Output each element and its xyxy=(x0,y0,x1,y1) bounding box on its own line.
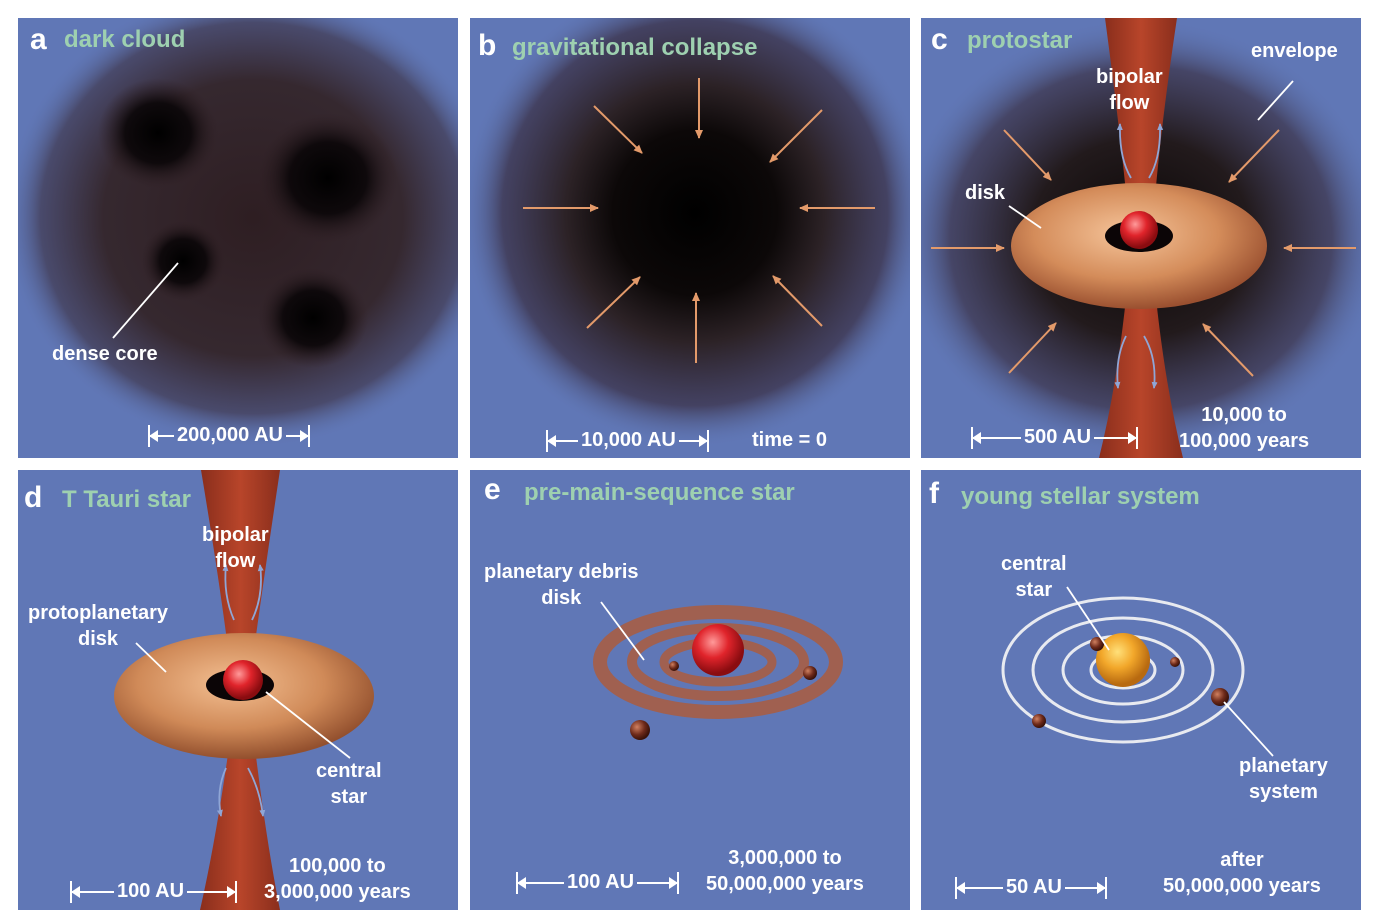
scale-label: 500 AU xyxy=(1024,426,1092,448)
system-line2: system xyxy=(1249,781,1318,803)
debris-line2: disk xyxy=(541,587,582,609)
scale-bar: 10,000 AU xyxy=(546,429,709,452)
scale-label: 50 AU xyxy=(1006,876,1062,898)
bipolar-flow-line1: bipolar xyxy=(1096,66,1163,88)
young-stellar-system-illustration xyxy=(1001,586,1274,757)
bipolar-flow-line1: bipolar xyxy=(202,524,269,546)
disk-line1: protoplanetary xyxy=(28,602,169,624)
dense-core-2 xyxy=(258,113,398,243)
bipolar-flow-top xyxy=(201,470,280,665)
star-line1: central xyxy=(1001,553,1067,575)
dense-core-1 xyxy=(98,78,218,188)
scale-bar: 50 AU xyxy=(955,876,1107,899)
star-line1: central xyxy=(316,760,382,782)
dense-core-4 xyxy=(258,268,368,368)
panel-title: T Tauri star xyxy=(62,486,191,513)
system-line1: planetary xyxy=(1239,755,1328,777)
planet xyxy=(669,661,679,671)
t-tauri-illustration xyxy=(114,470,374,910)
planet xyxy=(1211,688,1229,706)
dark-cloud-illustration xyxy=(18,18,458,448)
central-star-label: central star xyxy=(316,758,382,810)
panel-title: young stellar system xyxy=(961,483,1200,510)
bipolar-flow-label: bipolar flow xyxy=(202,522,269,574)
age-line2: 50,000,000 years xyxy=(706,873,864,895)
panel-a-dark-cloud: a dark cloud dense core 200,000 AU xyxy=(18,18,458,458)
planet xyxy=(1090,637,1104,651)
panel-d-t-tauri-star: d T Tauri star bipolar flow protoplaneta… xyxy=(18,470,458,910)
planet xyxy=(1170,657,1180,667)
disk-label: disk xyxy=(965,182,1006,204)
panel-letter: d xyxy=(24,481,43,514)
envelope-label: envelope xyxy=(1251,40,1338,62)
dense-core-label: dense core xyxy=(52,343,158,365)
panel-letter: a xyxy=(30,23,47,56)
age-line2: 100,000 years xyxy=(1179,430,1310,452)
age-label: 3,000,000 to 50,000,000 years xyxy=(706,845,864,897)
age-line1: 3,000,000 to xyxy=(728,847,842,869)
collapse-illustration xyxy=(470,18,910,448)
planet xyxy=(803,666,817,680)
disk-line2: disk xyxy=(78,628,119,650)
central-star xyxy=(1096,633,1150,687)
dense-core-3 xyxy=(141,221,225,301)
central-star-label: central star xyxy=(1001,551,1067,603)
bipolar-flow-bottom xyxy=(1099,268,1183,458)
star xyxy=(692,624,744,676)
scale-label: 200,000 AU xyxy=(177,424,283,446)
infall-arrows xyxy=(523,78,875,363)
scale-bar: 200,000 AU xyxy=(148,424,310,447)
age-label: 100,000 to 3,000,000 years xyxy=(264,853,411,905)
age-line1: 100,000 to xyxy=(289,855,386,877)
star-line2: star xyxy=(330,786,368,808)
bipolar-flow-label: bipolar flow xyxy=(1096,64,1163,116)
panel-title: pre-main-sequence star xyxy=(524,479,795,506)
time-label: time = 0 xyxy=(752,429,828,451)
scale-label: 100 AU xyxy=(567,871,635,893)
pre-main-sequence-illustration xyxy=(593,601,843,740)
panel-letter: e xyxy=(484,473,501,506)
bipolar-flow-bottom xyxy=(200,740,280,910)
infall-arrows xyxy=(931,129,1356,377)
bipolar-flow-line2: flow xyxy=(1109,92,1150,114)
panel-title: protostar xyxy=(967,27,1073,54)
panel-f-young-stellar-system: f young stellar system central star plan… xyxy=(921,470,1361,910)
scale-label: 10,000 AU xyxy=(581,429,676,451)
scale-bar: 100 AU xyxy=(70,880,238,903)
age-line1: after xyxy=(1220,849,1264,871)
panel-title: dark cloud xyxy=(64,26,186,53)
planet xyxy=(630,720,650,740)
bipolar-flow-line2: flow xyxy=(215,550,256,572)
scale-bar: 500 AU xyxy=(971,426,1139,449)
panel-letter: f xyxy=(929,477,939,510)
panel-e-pre-main-sequence-star: e pre-main-sequence star planetary debri… xyxy=(470,470,910,910)
panel-title: gravitational collapse xyxy=(512,34,758,61)
age-label: after 50,000,000 years xyxy=(1163,847,1321,899)
age-line2: 50,000,000 years xyxy=(1163,875,1321,897)
debris-line1: planetary debris xyxy=(484,561,639,583)
bipolar-flow-top xyxy=(1105,18,1177,223)
dense-core-pointer xyxy=(112,262,179,339)
protoplanetary-disk-label: protoplanetary disk xyxy=(28,600,168,652)
protostar-illustration xyxy=(921,18,1361,458)
age-line1: 10,000 to xyxy=(1201,404,1287,426)
planetary-system-label: planetary system xyxy=(1239,753,1328,805)
age-label: 10,000 to 100,000 years xyxy=(1179,402,1309,454)
panel-b-gravitational-collapse: b gravitational collapse 10,000 AU time … xyxy=(470,18,910,458)
planetary-debris-disk-label: planetary debris disk xyxy=(484,559,639,611)
panel-letter: c xyxy=(931,23,948,56)
panel-letter: b xyxy=(478,29,497,62)
scale-bar: 100 AU xyxy=(516,871,680,894)
panel-c-protostar: c protostar envelope bipolar flow disk 5… xyxy=(921,18,1361,458)
scale-label: 100 AU xyxy=(117,880,185,902)
protostar xyxy=(1120,211,1158,249)
age-line2: 3,000,000 years xyxy=(264,881,411,903)
star-line2: star xyxy=(1015,579,1053,601)
planet xyxy=(1032,714,1046,728)
central-star xyxy=(223,660,263,700)
